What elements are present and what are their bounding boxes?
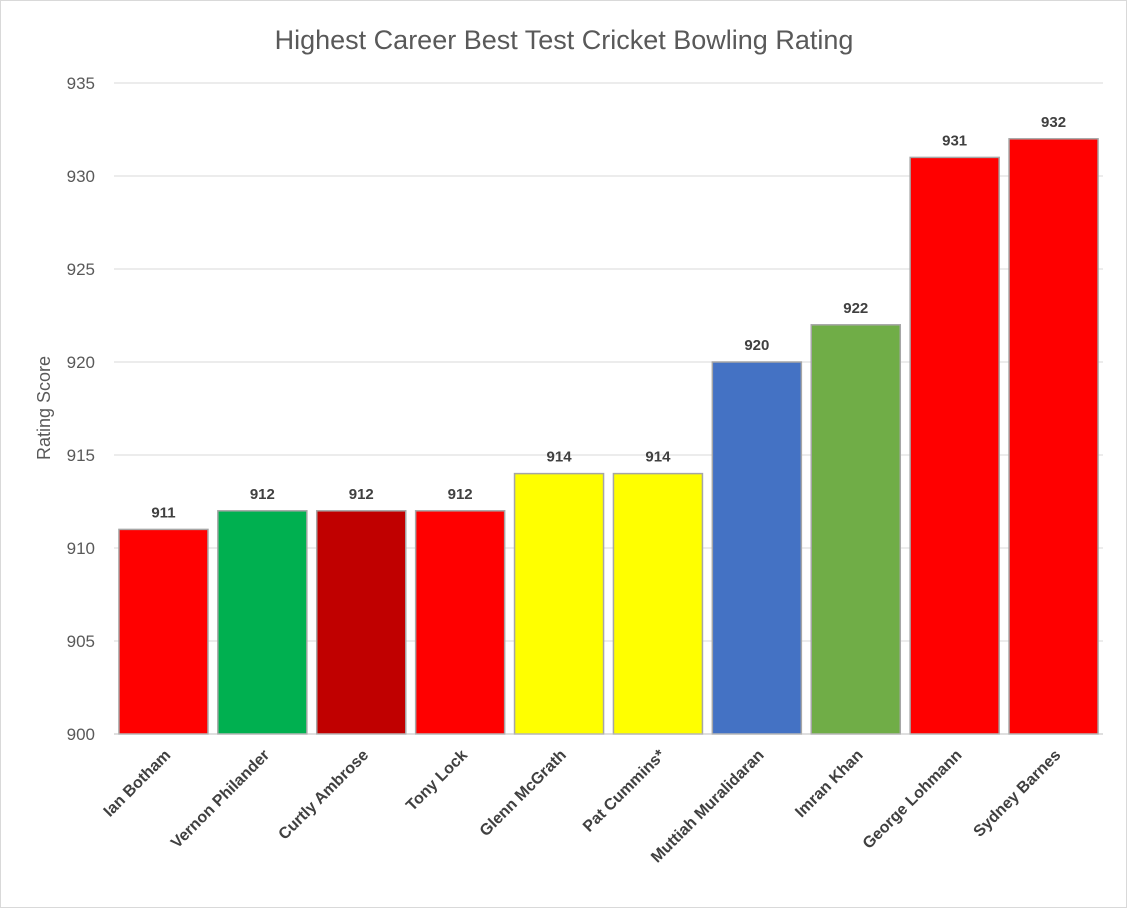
bar	[1008, 138, 1099, 735]
y-tick-label: 935	[67, 74, 95, 93]
x-tick-label: Pat Cummins*	[580, 746, 669, 835]
x-tick-label: Glenn McGrath	[477, 747, 570, 840]
x-tick-label: George Lohmann	[860, 747, 966, 853]
y-tick-label: 915	[67, 446, 95, 465]
x-tick-label: Sydney Barnes	[971, 747, 1065, 841]
y-tick-label: 920	[67, 353, 95, 372]
y-tick-label: 905	[67, 632, 95, 651]
data-labels: 911 912 912 912 914 914 920 922 931 932	[151, 114, 1066, 522]
x-tick-label: Muttiah Muralidaran	[648, 747, 768, 867]
y-tick-label: 930	[67, 167, 95, 186]
bar	[513, 472, 605, 735]
data-label: 931	[942, 132, 967, 149]
x-tick-label: Vernon Philander	[168, 747, 273, 852]
data-label: 911	[151, 504, 175, 521]
x-tick-label: Curtly Ambrose	[276, 747, 373, 844]
data-label: 914	[547, 449, 573, 466]
chart-title: Highest Career Best Test Cricket Bowling…	[275, 25, 854, 55]
bar	[118, 528, 209, 735]
data-label: 912	[448, 486, 473, 503]
x-tick-label: Imran Khan	[792, 747, 866, 821]
bar	[612, 472, 704, 735]
bar	[909, 156, 1000, 735]
y-tick-label: 900	[67, 725, 95, 744]
x-tick-label: Tony Lock	[403, 747, 471, 815]
data-label: 912	[349, 486, 374, 503]
bars	[118, 138, 1099, 735]
bar	[315, 510, 407, 735]
bar	[810, 324, 902, 735]
y-axis-ticks: 900 905 910 915 920 925 930 935	[67, 74, 95, 744]
bar	[414, 510, 506, 735]
y-tick-label: 910	[67, 539, 95, 558]
data-label: 914	[645, 449, 671, 466]
data-label: 920	[744, 337, 769, 354]
data-label: 912	[250, 486, 275, 503]
y-axis-label: Rating Score	[34, 356, 54, 460]
data-label: 932	[1041, 114, 1066, 131]
y-tick-label: 925	[67, 260, 95, 279]
bar	[217, 510, 308, 735]
x-tick-label: Ian Botham	[101, 747, 175, 821]
bar	[711, 361, 803, 735]
data-label: 922	[843, 300, 868, 317]
